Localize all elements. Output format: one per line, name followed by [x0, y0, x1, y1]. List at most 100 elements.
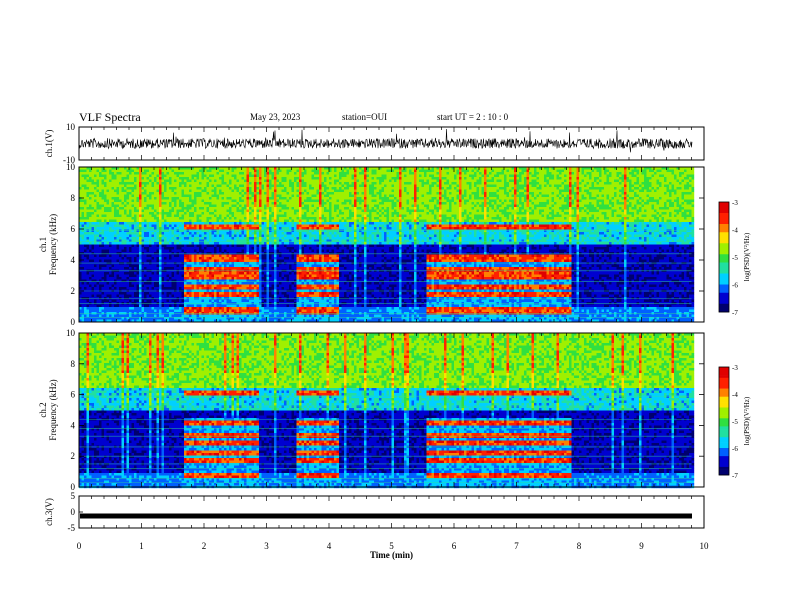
spectrogram-cell [152, 285, 155, 288]
spectrogram-cell [102, 295, 105, 298]
spectrogram-cell [182, 192, 185, 195]
spectrogram-cell [222, 267, 225, 270]
spectrogram-cell [82, 292, 85, 295]
spectrogram-cell [249, 267, 252, 270]
spectrogram-cell [109, 180, 112, 183]
spectrogram-cell [267, 175, 270, 178]
spectrogram-cell [189, 232, 192, 235]
spectrogram-cell [119, 265, 122, 268]
spectrogram-cell [132, 310, 135, 313]
spectrogram-cell [207, 282, 210, 285]
spectrogram-cell [132, 237, 135, 240]
spectrogram-cell [129, 182, 132, 185]
spectrogram-cell [192, 252, 195, 255]
spectrogram-cell [229, 272, 232, 275]
spectrogram-cell [137, 227, 140, 230]
spectrogram-cell [219, 247, 222, 250]
spectrogram-cell [214, 305, 217, 308]
spectrogram-cell [149, 227, 152, 230]
spectrogram-cell [149, 282, 152, 285]
spectrogram-cell [237, 315, 240, 318]
spectrogram-cell [219, 205, 222, 208]
spectrogram-cell [94, 297, 97, 300]
spectrogram-cell [159, 307, 162, 310]
spectrogram-cell [164, 272, 167, 275]
spectrogram-cell [182, 252, 185, 255]
spectrogram-cell [214, 252, 217, 255]
spectrogram-cell [157, 260, 160, 263]
spectrogram-cell [199, 260, 202, 263]
spectrogram-cell [182, 242, 185, 245]
spectrogram-cell [172, 215, 175, 218]
spectrogram-cell [264, 197, 267, 200]
spectrogram-cell [272, 237, 275, 240]
spectrogram-cell [234, 177, 237, 180]
spectrogram-cell [109, 285, 112, 288]
spectrogram-cell [164, 247, 167, 250]
spectrogram-cell [182, 310, 185, 313]
spectrogram-cell [167, 292, 170, 295]
spectrogram-cell [222, 315, 225, 318]
spectrogram-cell [157, 210, 160, 213]
spectrogram-cell [87, 255, 90, 258]
spectrogram-cell [112, 182, 115, 185]
spectrogram-cell [219, 237, 222, 240]
spectrogram-cell [139, 252, 142, 255]
spectrogram-cell [112, 237, 115, 240]
spectrogram-cell [152, 177, 155, 180]
spectrogram-cell [229, 212, 232, 215]
spectrogram-cell [267, 232, 270, 235]
spectrogram-cell [114, 305, 117, 308]
spectrogram-cell [179, 195, 182, 198]
spectrogram-cell [162, 285, 165, 288]
spectrogram-cell [254, 255, 257, 258]
spectrogram-cell [157, 237, 160, 240]
spectrogram-cell [182, 265, 185, 268]
spectrogram-cell [177, 225, 180, 228]
spectrogram-cell [254, 227, 257, 230]
spectrogram-cell [109, 212, 112, 215]
spectrogram-cell [202, 187, 205, 190]
spectrogram-cell [114, 190, 117, 193]
spectrogram-cell [254, 182, 257, 185]
spectrogram-cell [242, 207, 245, 210]
spectrogram-cell [149, 202, 152, 205]
spectrogram-cell [92, 277, 95, 280]
spectrogram-cell [144, 315, 147, 318]
spectrogram-cell [97, 292, 100, 295]
spectrogram-cell [157, 190, 160, 193]
spectrogram-cell [239, 255, 242, 258]
spectrogram-cell [132, 265, 135, 268]
spectrogram-cell [127, 175, 130, 178]
spectrogram-cell [274, 175, 277, 178]
spectrogram-cell [202, 212, 205, 215]
spectrogram-cell [177, 222, 180, 225]
spectrogram-cell [262, 175, 265, 178]
spectrogram-cell [97, 215, 100, 218]
spectrogram-cell [209, 200, 212, 203]
spectrogram-cell [259, 252, 262, 255]
spectrogram-cell [269, 222, 272, 225]
spectrogram-cell [119, 295, 122, 298]
spectrogram-cell [234, 182, 237, 185]
spectrogram-cell [249, 172, 252, 175]
spectrogram-cell [214, 190, 217, 193]
spectrogram-cell [129, 275, 132, 278]
spectrogram-cell [247, 180, 250, 183]
spectrogram-cell [204, 257, 207, 260]
spectrogram-cell [102, 177, 105, 180]
spectrogram-cell [112, 285, 115, 288]
spectrogram-cell [232, 187, 235, 190]
spectrogram-cell [124, 180, 127, 183]
spectrogram-cell [209, 292, 212, 295]
spectrogram-cell [89, 225, 92, 228]
spectrogram-cell [87, 202, 90, 205]
spectrogram-cell [207, 232, 210, 235]
spectrogram-cell [219, 195, 222, 198]
spectrogram-cell [219, 310, 222, 313]
spectrogram-cell [197, 315, 200, 318]
spectrogram-cell [159, 252, 162, 255]
spectrogram-cell [177, 232, 180, 235]
spectrogram-cell [252, 212, 255, 215]
spectrogram-cell [187, 182, 190, 185]
